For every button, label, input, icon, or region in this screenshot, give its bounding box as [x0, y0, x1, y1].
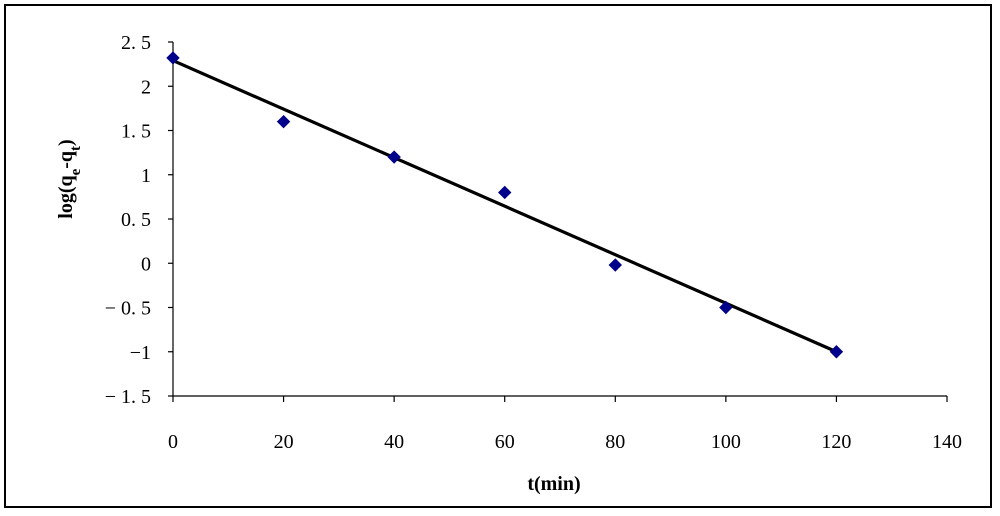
y-tick-label: 1 — [141, 165, 151, 187]
data-point — [387, 150, 401, 164]
y-axis-title-sub-e: e — [68, 168, 84, 175]
data-point — [719, 300, 733, 315]
y-axis-title-prefix: log(q — [55, 175, 77, 218]
x-tick-label: 20 — [274, 431, 294, 453]
x-tick-label: 100 — [711, 431, 741, 453]
data-points — [166, 51, 844, 359]
x-tick-label: 140 — [932, 431, 962, 453]
y-tick-label: − 1. 5 — [105, 386, 151, 408]
x-tick-label: 80 — [605, 431, 625, 453]
x-ticks: 0 20 40 60 80 100 120 140 — [168, 396, 962, 453]
y-axis-title-suffix: ) — [55, 139, 77, 146]
y-tick-label: 0. 5 — [121, 209, 151, 231]
y-tick-label: 1. 5 — [121, 121, 151, 143]
y-tick-label: 2. 5 — [121, 32, 151, 54]
data-point — [829, 345, 844, 359]
y-tick-label: 0 — [141, 253, 151, 275]
y-ticks: 2. 5 2 1. 5 1 0. 5 0 − 0. 5 −1 − 1. 5 — [105, 32, 173, 408]
y-axis-title-mid: -q — [55, 151, 77, 169]
data-point — [498, 185, 512, 200]
x-tick-label: 0 — [168, 431, 178, 453]
trendline — [172, 59, 838, 354]
data-point — [166, 51, 180, 65]
x-tick-label: 60 — [495, 431, 515, 453]
x-tick-label: 40 — [384, 431, 404, 453]
y-tick-label: 2 — [141, 76, 151, 98]
x-axis-title: t(min) — [527, 473, 580, 495]
chart-frame — [4, 4, 992, 508]
axes — [172, 42, 947, 397]
y-axis-title: log(qe-qt) — [55, 139, 84, 218]
data-point — [608, 258, 622, 272]
y-tick-label: − 0. 5 — [105, 298, 151, 320]
y-tick-label: −1 — [130, 342, 151, 364]
y-axis-title-sub-t: t — [68, 146, 84, 151]
data-point — [276, 114, 291, 129]
x-tick-label: 120 — [821, 431, 851, 453]
